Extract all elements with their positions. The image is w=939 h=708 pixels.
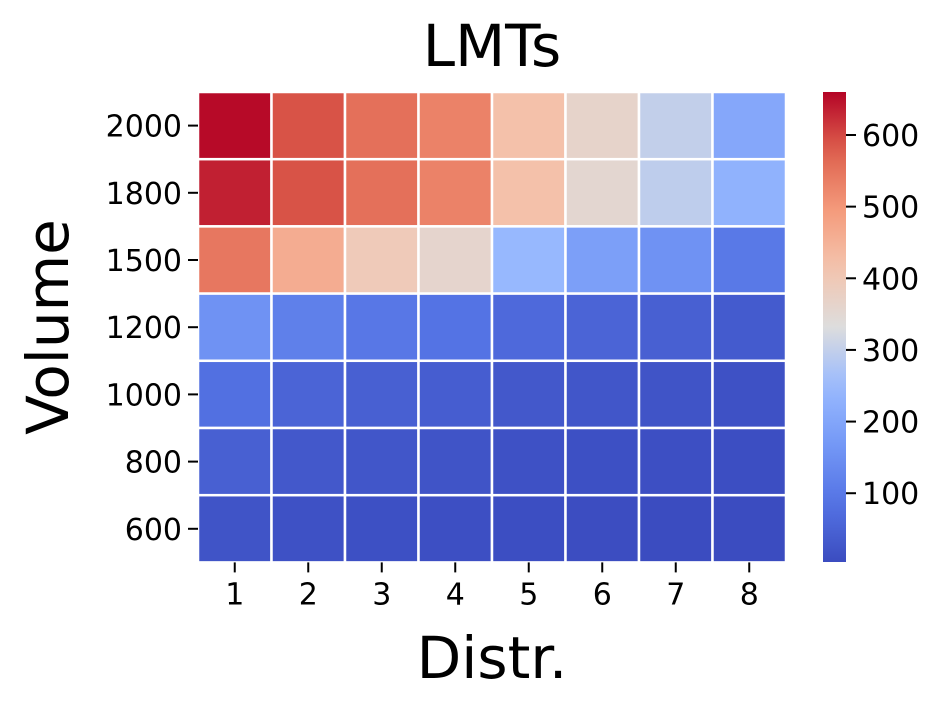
heatmap-cell (564, 157, 641, 228)
heatmap-cell (637, 292, 714, 363)
x-axis-label: Distr. (417, 624, 568, 692)
heatmap-cell (270, 225, 347, 295)
heatmap-cell (490, 225, 567, 295)
heatmap-cell (196, 90, 273, 161)
heatmap-cell (637, 90, 714, 161)
colorbar-tick-label: 500 (862, 191, 919, 226)
heatmap-cell (270, 493, 347, 564)
heatmap-cell (343, 493, 420, 564)
heatmap-cell (637, 157, 714, 228)
heatmap-cell (564, 292, 641, 363)
heatmap-cell (196, 493, 273, 564)
heatmap-cell (417, 157, 494, 228)
heatmap-cell (417, 359, 494, 430)
heatmap-cell (637, 426, 714, 497)
heatmap-cell (490, 292, 567, 363)
heatmap-cell (564, 90, 641, 161)
heatmap-cell (711, 359, 788, 430)
heatmap-cell (711, 225, 788, 295)
x-tick-label: 2 (299, 577, 318, 612)
heatmap-cell (637, 493, 714, 564)
heatmap-cell (270, 426, 347, 497)
x-tick-label: 1 (225, 577, 244, 612)
heatmap-cell (711, 157, 788, 228)
y-tick-label: 600 (125, 513, 182, 548)
x-tick-label: 7 (666, 577, 685, 612)
heatmap-cell (711, 292, 788, 363)
heatmap-cell (196, 426, 273, 497)
heatmap-cell (343, 359, 420, 430)
x-tick-label: 8 (740, 577, 759, 612)
heatmap-cell (417, 292, 494, 363)
heatmap-cell (343, 157, 420, 228)
colorbar-tick-label: 600 (862, 119, 919, 154)
heatmap-cell (564, 493, 641, 564)
heatmap-cell (343, 225, 420, 295)
heatmap-cell (343, 90, 420, 161)
y-tick-label: 1800 (106, 177, 182, 212)
colorbar-tick-label: 300 (862, 334, 919, 369)
chart-title: LMTs (423, 12, 561, 80)
y-tick-label: 1200 (106, 311, 182, 346)
heatmap-cell (711, 426, 788, 497)
colorbar-tick-label: 100 (862, 477, 919, 512)
y-axis-ticks: 2000 1800 1500 1200 1000 800 600 (106, 110, 198, 548)
heatmap-cell (196, 292, 273, 363)
heatmap-cell (270, 292, 347, 363)
heatmap-cell (490, 90, 567, 161)
heatmap-cell (417, 493, 494, 564)
heatmap-cell (564, 359, 641, 430)
heatmap-cells (196, 90, 788, 564)
heatmap-cell (270, 157, 347, 228)
colorbar-ticks: 100 200 300 400 500 600 (846, 119, 919, 512)
heatmap-cell (196, 157, 273, 228)
heatmap-cell (490, 493, 567, 564)
colorbar-tick-label: 400 (862, 262, 919, 297)
heatmap-cell (343, 426, 420, 497)
heatmap-cell (637, 225, 714, 295)
y-tick-label: 1000 (106, 378, 182, 413)
heatmap-cell (196, 225, 273, 295)
heatmap-cell (564, 225, 641, 295)
y-axis-label: Volume (14, 219, 82, 435)
heatmap-cell (270, 359, 347, 430)
heatmap-cell (343, 292, 420, 363)
heatmap-cell (564, 426, 641, 497)
heatmap-cell (490, 157, 567, 228)
heatmap-cell (711, 493, 788, 564)
heatmap-cell (637, 359, 714, 430)
x-axis-ticks: 1 2 3 4 5 6 7 8 (225, 562, 759, 612)
heatmap-cell (490, 426, 567, 497)
heatmap-cell (490, 359, 567, 430)
x-tick-label: 3 (372, 577, 391, 612)
colorbar-tick-label: 200 (862, 406, 919, 441)
y-tick-label: 800 (125, 446, 182, 481)
x-tick-label: 5 (519, 577, 538, 612)
y-tick-label: 1500 (106, 244, 182, 279)
heatmap-cell (196, 359, 273, 430)
y-tick-label: 2000 (106, 110, 182, 145)
heatmap-cell (270, 90, 347, 161)
x-tick-label: 4 (446, 577, 465, 612)
x-tick-label: 6 (593, 577, 612, 612)
heatmap-cell (417, 90, 494, 161)
colorbar (823, 92, 846, 562)
heatmap-cell (711, 90, 788, 161)
heatmap-cell (417, 225, 494, 295)
heatmap-cell (417, 426, 494, 497)
